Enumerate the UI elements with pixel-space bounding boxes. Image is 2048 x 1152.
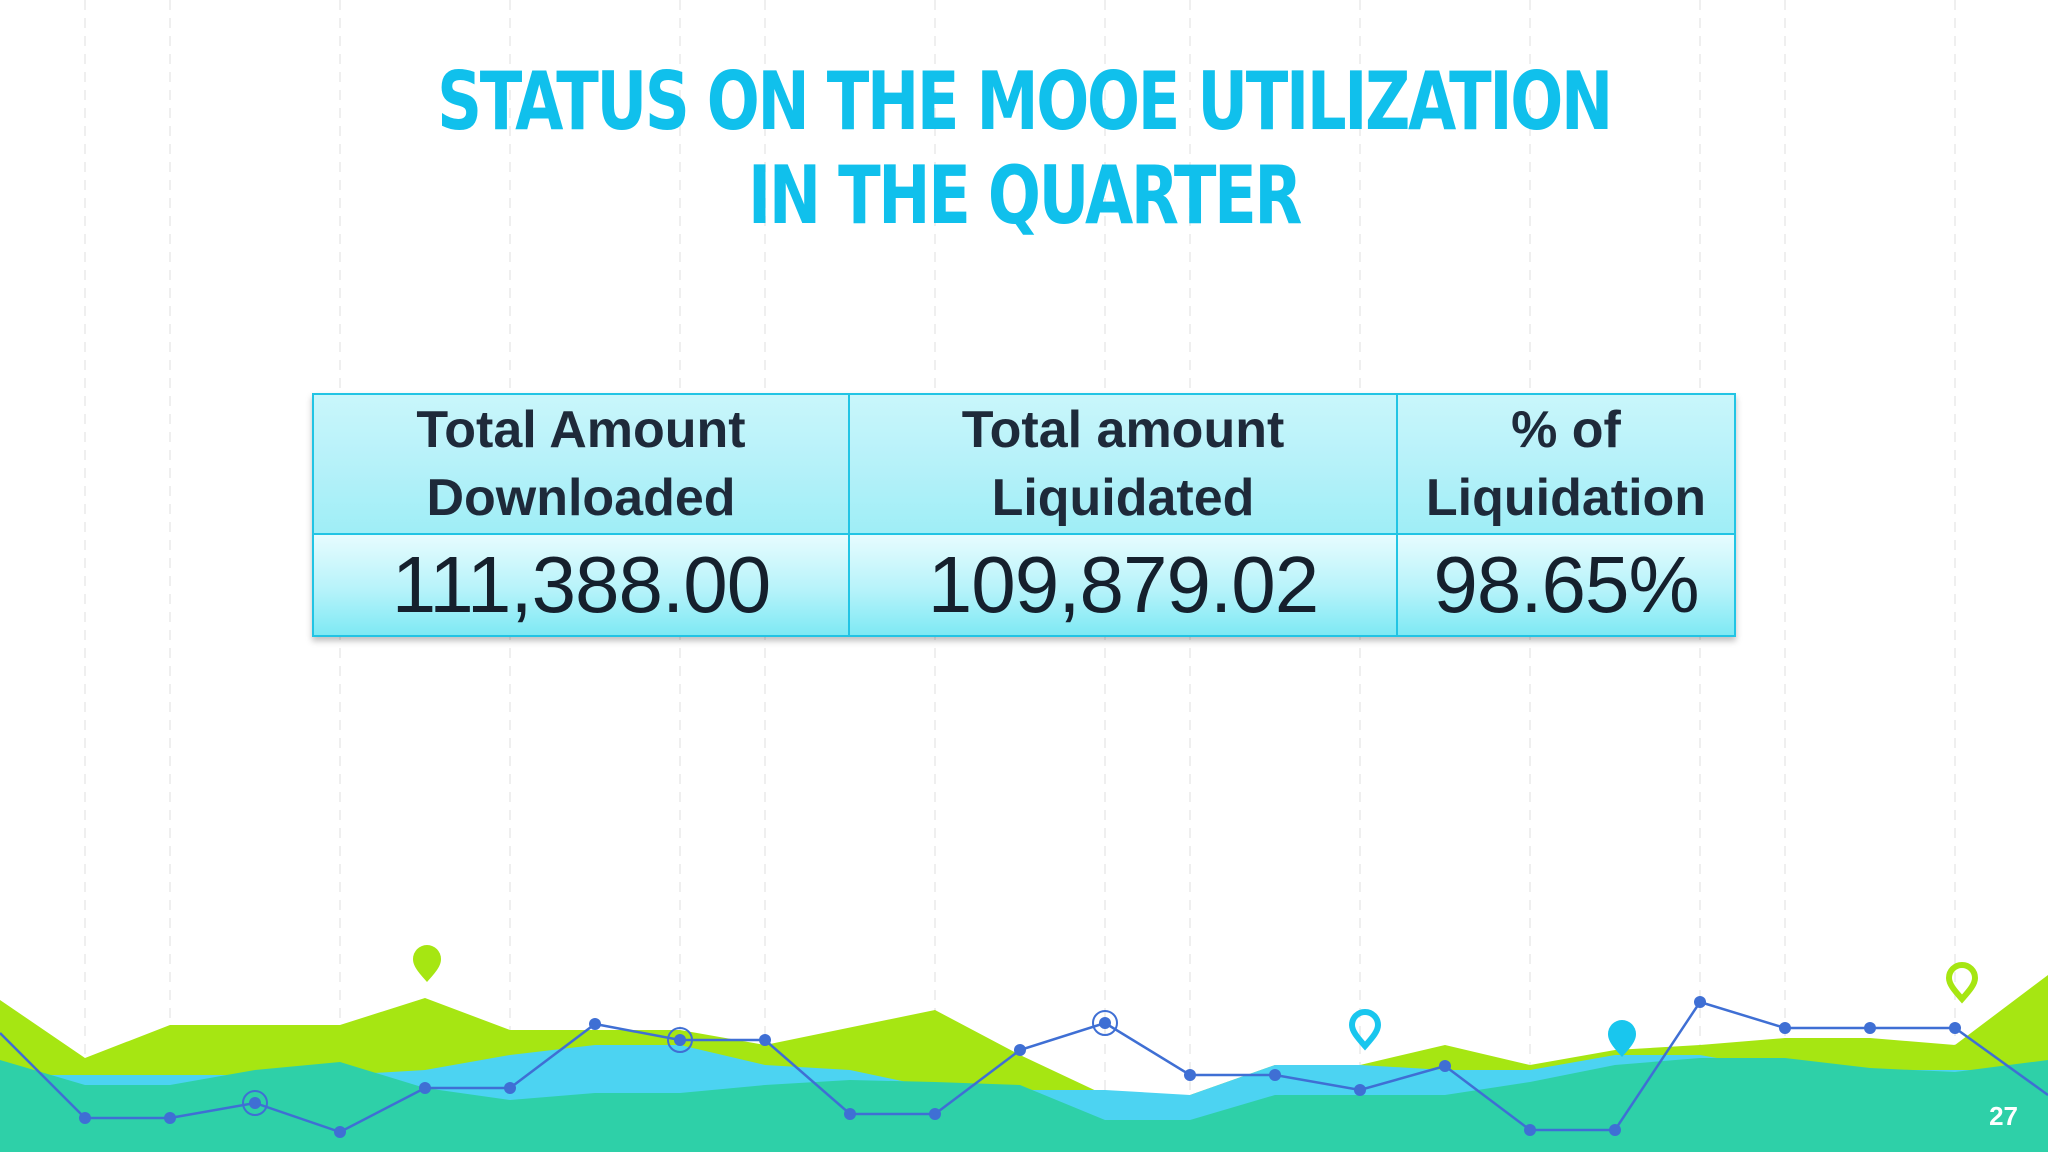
mooe-summary-table: Total Amount Downloaded Total amount Liq… [312,393,1736,637]
header-total-downloaded: Total Amount Downloaded [312,393,850,535]
trend-points [79,996,1961,1138]
value-total-downloaded: 111,388.00 [312,533,850,637]
table-header-row: Total Amount Downloaded Total amount Liq… [312,393,1736,535]
teal-hills [0,1058,2048,1152]
pin-sky-ring-icon [1348,1009,1382,1051]
page-number: 27 [1989,1101,2018,1131]
pin-lime-solid-icon [413,945,441,982]
value-total-liquidated: 109,879.02 [848,533,1398,637]
table-value-row: 111,388.00 109,879.02 98.65% [312,533,1736,637]
value-percent-liquidation: 98.65% [1396,533,1736,637]
highlight-rings [242,1010,1118,1116]
header-percent-liquidation: % of Liquidation [1396,393,1736,535]
map-pin-icons [413,945,1979,1057]
pin-lime-ring-icon [1945,962,1979,1004]
slide-title: STATUS ON THE MOOE UTILIZATION IN THE QU… [225,55,1822,243]
pin-sky-solid-icon [1608,1020,1636,1057]
header-total-liquidated: Total amount Liquidated [848,393,1398,535]
title-line-1: STATUS ON THE MOOE UTILIZATION [437,55,1613,148]
title-line-2: IN THE QUARTER [747,149,1302,242]
